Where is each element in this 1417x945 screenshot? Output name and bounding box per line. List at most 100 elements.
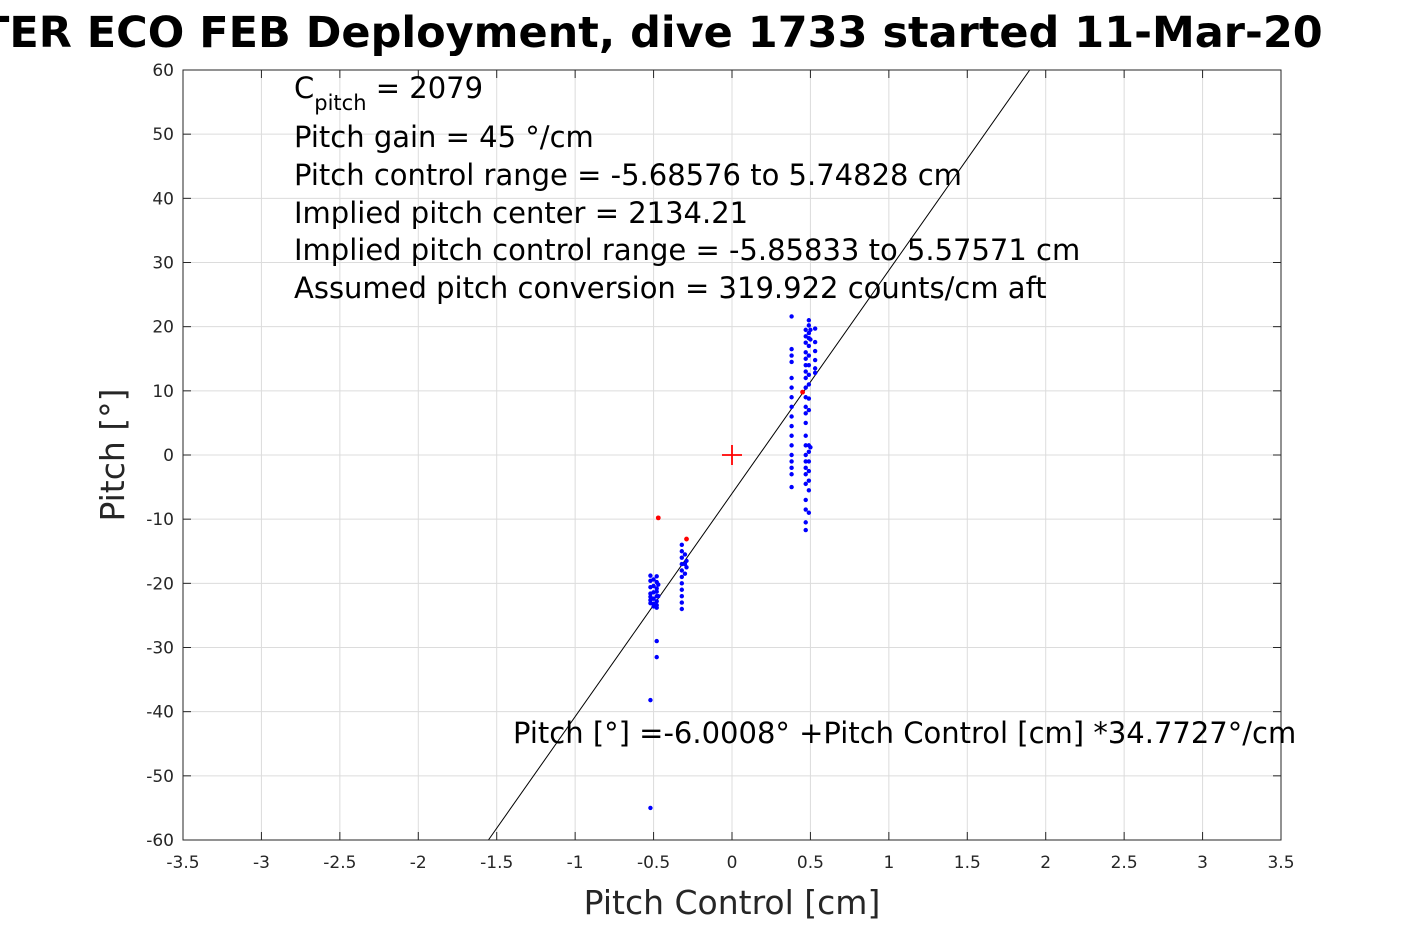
data-point <box>789 472 794 477</box>
data-point <box>654 599 659 604</box>
excluded-data-point <box>655 515 661 521</box>
data-point <box>654 589 659 594</box>
data-point <box>789 443 794 448</box>
data-point <box>789 452 794 458</box>
y-tick-label: -10 <box>146 510 174 530</box>
data-point <box>682 571 688 576</box>
y-tick-label: -40 <box>146 703 174 723</box>
data-point <box>806 449 812 454</box>
data-point <box>789 404 794 410</box>
info-annotation: Cpitch = 2079 Pitch gain = 45 °/cm Pitch… <box>294 71 1080 305</box>
fit-equation-annotation: Pitch [°] =-6.0008° +Pitch Control [cm] … <box>513 716 1296 750</box>
data-point <box>684 558 689 564</box>
y-tick-labels: -60 -50 -40 -30 -20 -10 0 10 20 30 40 50 60 <box>146 61 174 851</box>
y-axis-label: Pitch [°] <box>93 388 132 521</box>
c-pitch-value: = 2079 <box>367 71 484 105</box>
c-pitch-annotation: Cpitch = 2079 <box>294 71 483 115</box>
data-point <box>806 459 812 464</box>
data-point <box>679 555 685 560</box>
data-points <box>648 314 818 811</box>
data-point <box>789 459 794 464</box>
y-tick-label: -30 <box>146 639 174 659</box>
data-point <box>684 565 689 570</box>
data-point <box>806 382 812 387</box>
data-point <box>812 348 818 354</box>
data-point <box>803 340 808 345</box>
y-tick-label: -20 <box>146 574 174 594</box>
y-tick-label: 60 <box>152 61 174 81</box>
data-point <box>803 527 808 533</box>
data-point <box>679 581 685 586</box>
data-point <box>679 606 685 612</box>
excluded-data-point <box>684 536 689 542</box>
data-point <box>651 577 656 582</box>
data-point <box>654 638 659 644</box>
data-point <box>679 561 685 567</box>
data-point <box>648 805 653 811</box>
data-point <box>806 468 812 474</box>
data-point <box>803 443 808 448</box>
y-tick-label: 20 <box>152 318 174 338</box>
data-point <box>806 323 812 328</box>
data-point <box>679 542 685 548</box>
x-tick-labels: -3.5 -3 -2.5 -2 -1.5 -1 -0.5 0 0.5 1 1.5 2 2.5 3 3.5 <box>166 853 1294 873</box>
data-point <box>651 583 656 589</box>
data-point <box>806 478 812 483</box>
data-point <box>789 359 794 365</box>
implied-control-range-annotation: Implied pitch control range = -5.85833 t… <box>294 233 1080 267</box>
data-point <box>654 654 659 660</box>
data-point <box>803 356 808 361</box>
data-point <box>808 327 813 333</box>
axis-ticks <box>182 69 1282 841</box>
data-point <box>656 593 661 599</box>
data-point <box>789 346 794 352</box>
data-point <box>806 318 812 323</box>
data-point <box>806 343 812 349</box>
y-tick-label: 10 <box>152 382 174 402</box>
y-tick-label: 40 <box>152 189 174 209</box>
x-tick-label: 1.5 <box>954 853 981 873</box>
x-tick-label: -1.5 <box>480 853 513 873</box>
data-point <box>648 697 653 703</box>
data-point <box>803 327 808 333</box>
data-point <box>803 433 808 438</box>
data-point <box>803 481 808 487</box>
x-tick-label: 2 <box>1040 853 1051 873</box>
data-point <box>812 326 818 331</box>
data-point <box>806 407 812 413</box>
data-point <box>806 510 812 515</box>
axes-box <box>182 69 1282 841</box>
data-point <box>654 586 659 591</box>
data-point <box>808 337 813 342</box>
data-point <box>803 520 808 525</box>
pitch-gain-annotation: Pitch gain = 45 °/cm <box>294 120 594 154</box>
data-point <box>789 395 794 400</box>
data-point <box>651 596 656 601</box>
data-point <box>679 593 685 599</box>
x-axis-label: Pitch Control [cm] <box>584 883 881 922</box>
x-tick-label: 2.5 <box>1111 853 1138 873</box>
pitch-control-range-annotation: Pitch control range = -5.68576 to 5.7482… <box>294 158 962 192</box>
data-point <box>789 433 794 438</box>
data-point <box>806 362 812 368</box>
data-point <box>679 549 685 554</box>
data-point <box>803 465 808 471</box>
data-point <box>648 573 653 578</box>
data-point <box>789 465 794 471</box>
data-point <box>789 414 794 419</box>
c-pitch-symbol: C <box>294 71 314 105</box>
x-tick-label: 0 <box>727 853 738 873</box>
y-tick-label: 50 <box>152 125 174 145</box>
data-point <box>806 488 812 493</box>
pitch-center-marker <box>722 445 742 465</box>
data-point <box>806 353 812 358</box>
data-point <box>803 350 808 355</box>
x-tick-label: -2 <box>410 853 427 873</box>
data-point <box>808 445 813 450</box>
data-point <box>803 459 808 464</box>
data-point <box>812 370 818 376</box>
data-point <box>803 404 808 410</box>
excluded-data-point <box>800 389 805 395</box>
x-tick-label: -2.5 <box>323 853 356 873</box>
